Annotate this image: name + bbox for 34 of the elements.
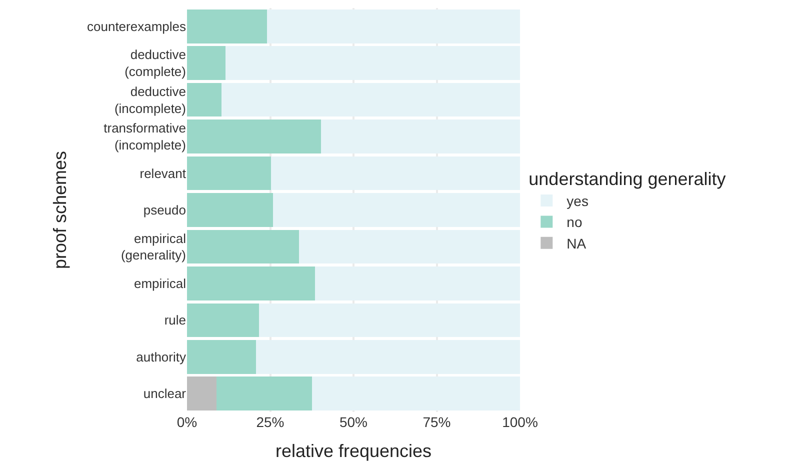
y-tick-label: empirical [134,276,186,291]
bar [187,82,222,117]
x-tick-label: 100% [502,414,538,430]
bar [187,193,273,227]
bar [187,120,321,154]
y-tick-label: transformative (incomplete) [104,120,186,153]
bar [187,376,216,411]
legend-title: understanding generality [528,168,726,189]
y-tick-label: empirical (generality) [120,230,186,263]
y-tick-label: counterexamples [87,18,186,34]
y-tick-label: relevant [140,166,186,181]
bar [187,46,226,80]
legend-label: no [566,214,582,230]
y-tick-label: deductive (incomplete) [114,84,186,116]
bar [187,230,299,264]
y-tick-label: unclear [143,386,187,402]
bar [187,340,256,374]
x-tick-label: 25% [256,414,284,430]
x-axis-title: relative frequencies [275,441,432,462]
bar [187,266,315,300]
x-tick-label: 0% [176,414,198,430]
y-tick-label: deductive (complete) [124,47,186,80]
x-tick-label: 75% [422,414,451,430]
y-axis-title: proof schemes [50,150,70,270]
y-tick-label: pseudo [143,202,186,218]
bar [216,376,312,411]
legend-label: yes [566,192,588,209]
y-tick-label: authority [136,349,186,364]
bar [187,9,267,44]
legend-label: NA [566,235,587,252]
bar [187,303,259,338]
y-tick-label: rule [164,312,186,328]
bar [187,156,271,190]
x-tick-label: 50% [339,414,368,430]
